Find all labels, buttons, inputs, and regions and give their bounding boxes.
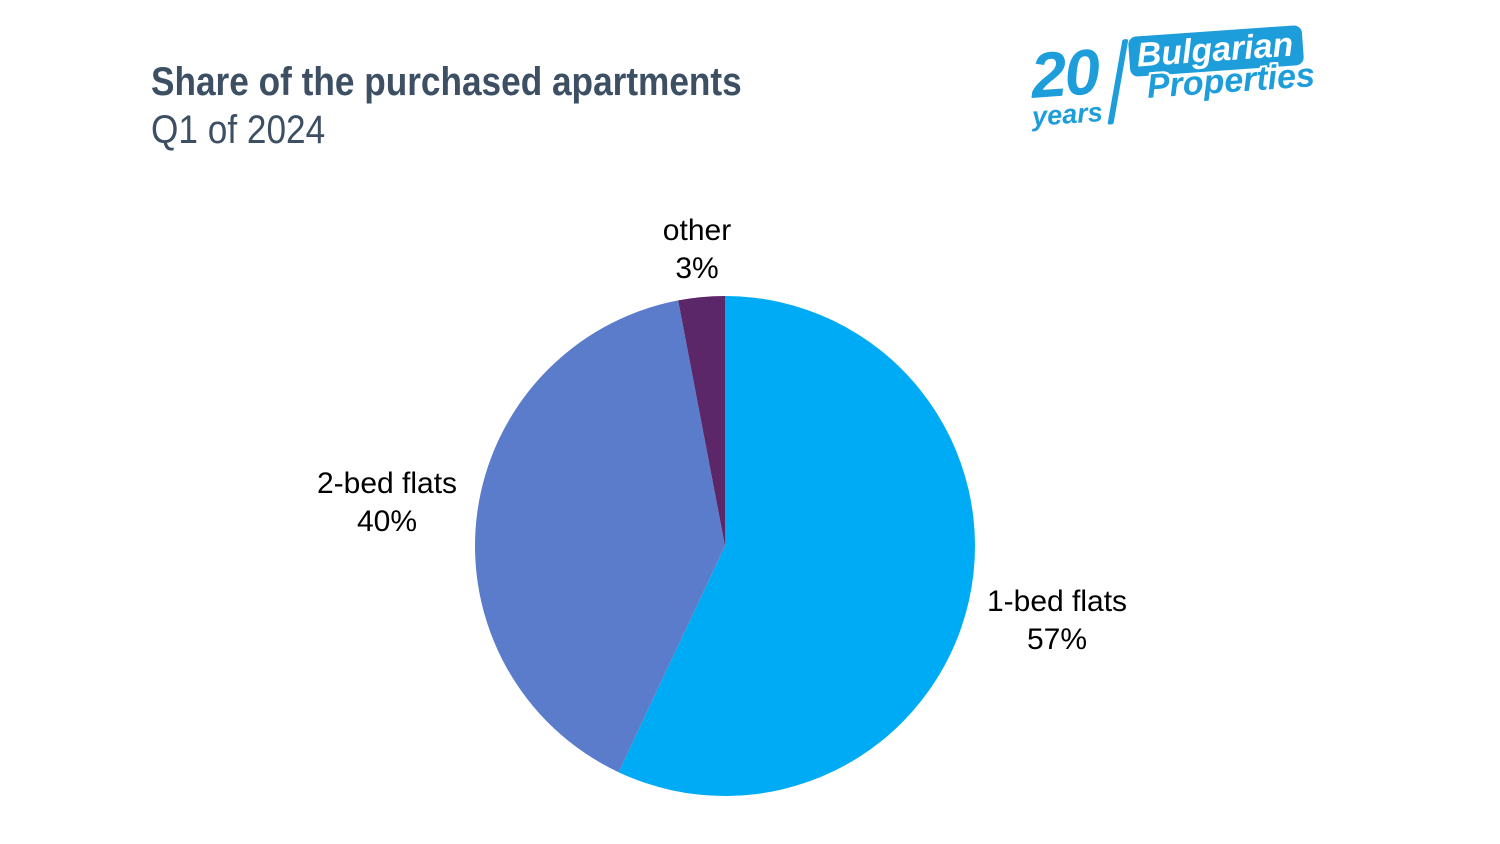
pie-label-2-bed-percent: 40% xyxy=(356,505,418,538)
pie-slice-1-bed-flats xyxy=(618,296,975,796)
pie-label-2-bed-flats: 2-bed flats 40% xyxy=(317,465,457,541)
pie-label-1-bed-flats: 1-bed flats 57% xyxy=(987,583,1127,659)
pie-slice-other xyxy=(678,296,725,546)
chart-title: Share of the purchased apartments xyxy=(151,60,742,104)
pie-label-other: other 3% xyxy=(663,212,731,288)
pie-label-1-bed-name: 1-bed flats xyxy=(986,585,1128,618)
pie-label-other-percent: 3% xyxy=(675,252,719,285)
pie-label-other-name: other xyxy=(662,214,732,247)
pie-label-1-bed-percent: 57% xyxy=(1026,623,1088,656)
pie-label-2-bed-name: 2-bed flats xyxy=(316,467,458,500)
chart-title-block: Share of the purchased apartments Q1 of … xyxy=(151,58,822,154)
chart-subtitle: Q1 of 2024 xyxy=(151,108,326,152)
pie-slice-2-bed-flats xyxy=(474,300,725,773)
